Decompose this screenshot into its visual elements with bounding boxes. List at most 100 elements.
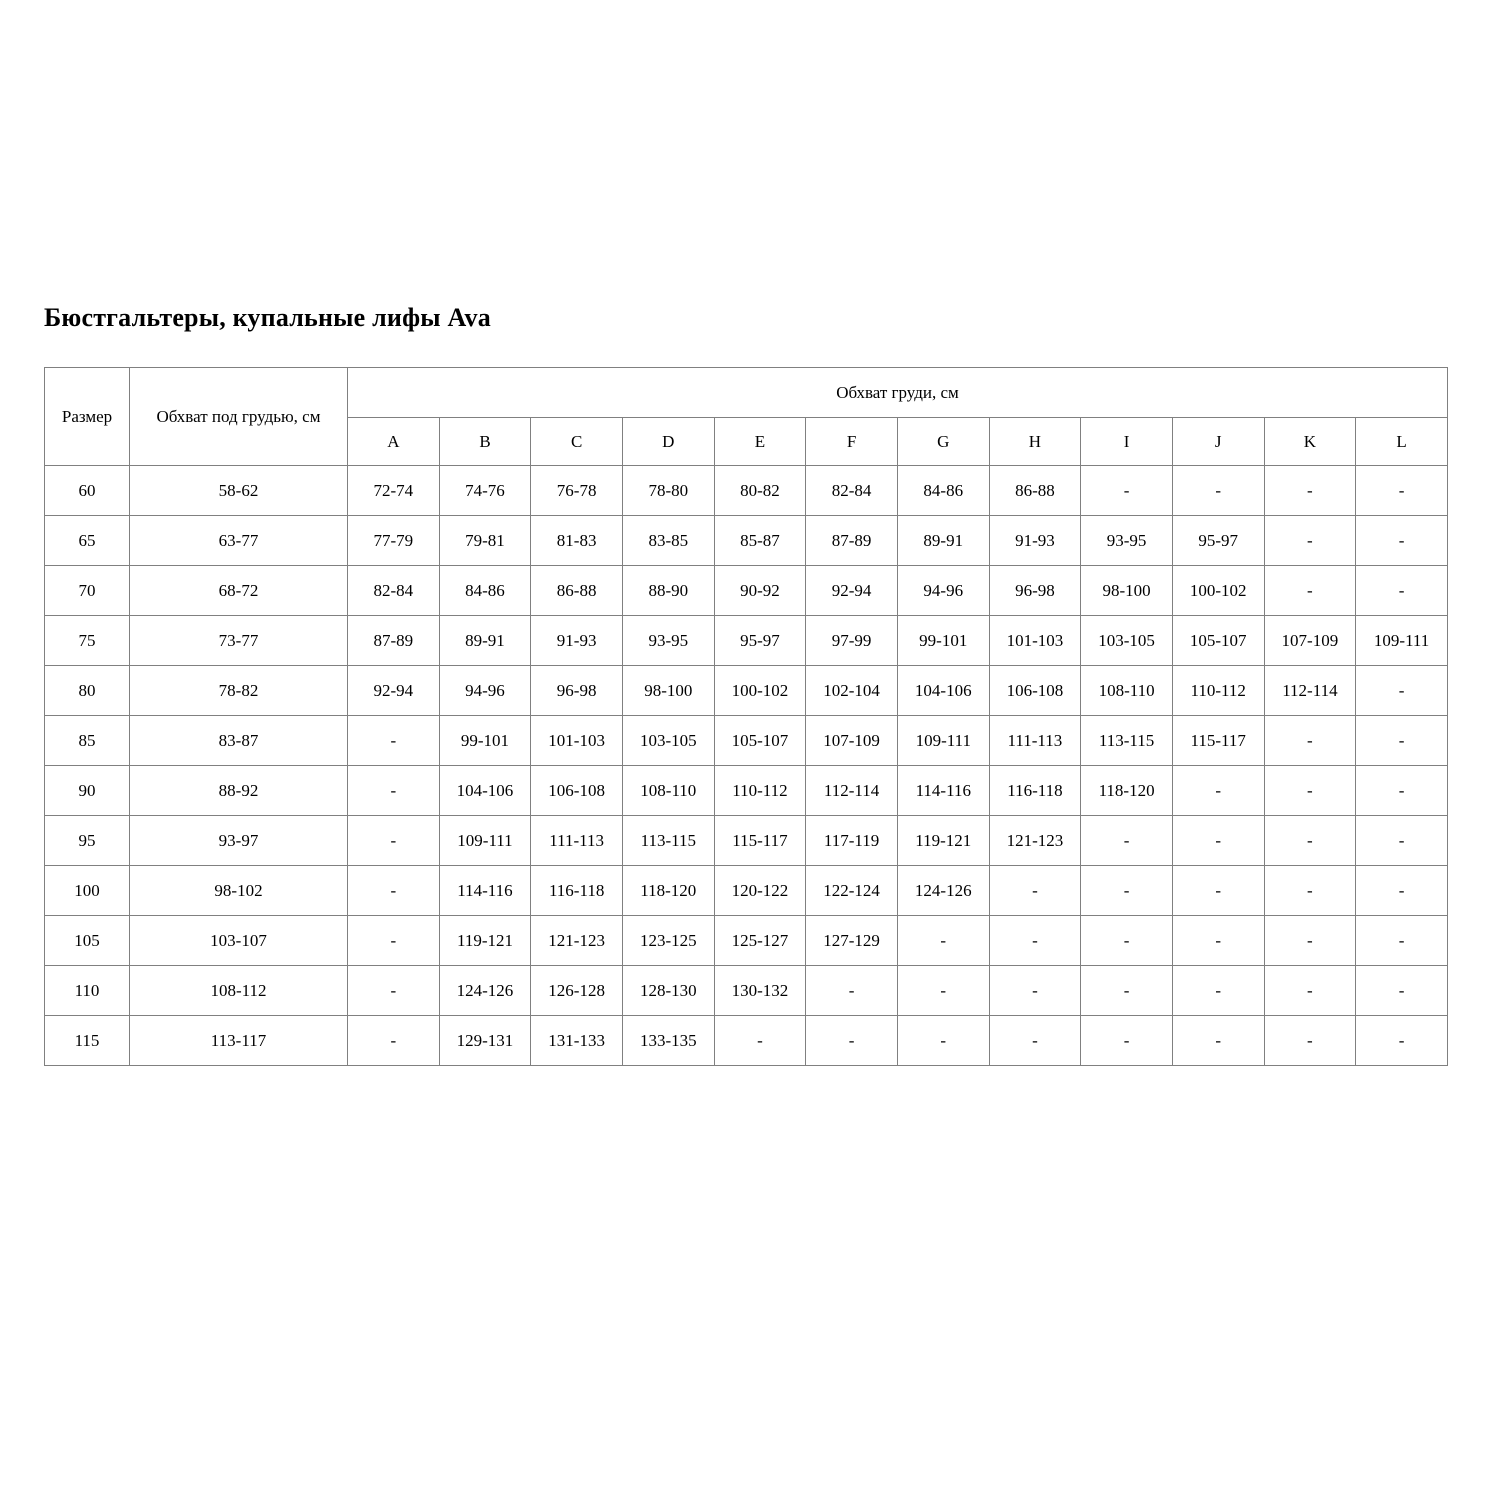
cup-cell: -: [1171, 815, 1265, 866]
table-row: 110 108-112-124-126 126-128 128-130 130-132-…: [44, 965, 1448, 1016]
underbust-cell: 58-62: [129, 465, 348, 516]
col-header-size: Размер: [44, 367, 130, 466]
table-row: 70 68-72 82-84 84-86 86-88 88-90 90-92 92-94 94-…: [44, 565, 1448, 616]
cup-cell: -: [347, 765, 440, 816]
cup-cell: -: [347, 1015, 440, 1066]
cup-cell: 92-94: [347, 665, 440, 716]
cup-cell: 93-95: [621, 615, 715, 666]
cup-cell: 128-130: [621, 965, 715, 1016]
cup-cell: 99-101: [438, 715, 532, 766]
cup-column-header: F: [805, 417, 898, 466]
col-group-header-bust: Обхват груди, см: [347, 367, 1448, 418]
cup-cell: -: [896, 1015, 990, 1066]
cup-cell: -: [1263, 465, 1357, 516]
cup-column-header: K: [1263, 417, 1357, 466]
cup-cell: 114-116: [896, 765, 990, 816]
table-row: 85 83-87-99-101 101-103 103-105 105-107 107-1…: [44, 715, 1448, 766]
cup-cell: 91-93: [988, 515, 1082, 566]
cup-cell: 98-100: [1080, 565, 1173, 616]
cup-cell: 115-117: [1171, 715, 1265, 766]
cup-cell: 119-121: [896, 815, 990, 866]
cup-cell: -: [1171, 865, 1265, 916]
underbust-cell: 68-72: [129, 565, 348, 616]
cup-cell: 96-98: [530, 665, 623, 716]
cup-cell: -: [1080, 1015, 1173, 1066]
cup-cell: 113-115: [621, 815, 715, 866]
col-header-underbust: Обхват под грудью, см: [129, 367, 348, 466]
cup-cell: 120-122: [713, 865, 807, 916]
cup-cell: -: [1355, 465, 1448, 516]
table-row: 65 63-77 77-79 79-81 81-83 83-85 85-87 87-89 89-…: [44, 515, 1448, 566]
cup-cell: 72-74: [347, 465, 440, 516]
cup-cell: 96-98: [988, 565, 1082, 616]
cup-cell: 98-100: [621, 665, 715, 716]
table-row: 115 113-117-129-131 131-133 133-135- - - - - - - -: [44, 1015, 1448, 1066]
cup-cell: 89-91: [896, 515, 990, 566]
cup-cell: -: [1080, 465, 1173, 516]
cup-cell: -: [988, 915, 1082, 966]
cup-cell: 79-81: [438, 515, 532, 566]
cup-cell: 111-113: [988, 715, 1082, 766]
cup-cell: 82-84: [805, 465, 898, 516]
cup-cell: 100-102: [713, 665, 807, 716]
underbust-cell: 113-117: [129, 1015, 348, 1066]
cup-cell: -: [1263, 865, 1357, 916]
table-row: 100 98-102-114-116 116-118 118-120 120-122 12…: [44, 865, 1448, 916]
cup-column-header: I: [1080, 417, 1173, 466]
cup-cell: 122-124: [805, 865, 898, 916]
cup-cell: -: [1080, 865, 1173, 916]
cup-column-header: L: [1355, 417, 1448, 466]
cup-cell: 90-92: [713, 565, 807, 616]
table-header: Размер Обхват под грудью, см Обхват груд…: [44, 367, 1448, 466]
cup-cell: -: [1355, 865, 1448, 916]
cup-cell: 80-82: [713, 465, 807, 516]
cup-cell: 83-85: [621, 515, 715, 566]
size-cell: 100: [44, 865, 130, 916]
cup-cell: 108-110: [621, 765, 715, 816]
cup-cell: 113-115: [1080, 715, 1173, 766]
cup-cell: -: [1355, 715, 1448, 766]
cup-cell: -: [988, 865, 1082, 916]
cup-cell: -: [347, 865, 440, 916]
cup-column-header: C: [530, 417, 623, 466]
cup-cell: -: [1171, 765, 1265, 816]
size-cell: 65: [44, 515, 130, 566]
size-cell: 60: [44, 465, 130, 516]
cup-cell: 108-110: [1080, 665, 1173, 716]
size-cell: 75: [44, 615, 130, 666]
cup-cell: 130-132: [713, 965, 807, 1016]
table-row: 60 58-62 72-74 74-76 76-78 78-80 80-82 82-84 84-…: [44, 465, 1448, 516]
cup-cell: 110-112: [713, 765, 807, 816]
cup-cell: 107-109: [1263, 615, 1357, 666]
cup-cell: 106-108: [530, 765, 623, 816]
table-row: 75 73-77 87-89 89-91 91-93 93-95 95-97 97-99 99-…: [44, 615, 1448, 666]
cup-cell: -: [1263, 915, 1357, 966]
cup-cell: 105-107: [713, 715, 807, 766]
cup-cell: 123-125: [621, 915, 715, 966]
cup-cell: 115-117: [713, 815, 807, 866]
underbust-cell: 78-82: [129, 665, 348, 716]
cup-cell: 100-102: [1171, 565, 1265, 616]
cup-cell: 94-96: [896, 565, 990, 616]
cup-cell: 110-112: [1171, 665, 1265, 716]
cup-cell: 119-121: [438, 915, 532, 966]
cup-cell: -: [347, 715, 440, 766]
size-cell: 85: [44, 715, 130, 766]
cup-column-header: H: [988, 417, 1082, 466]
cup-cell: 133-135: [621, 1015, 715, 1066]
cup-cell: 126-128: [530, 965, 623, 1016]
cup-cell: -: [1171, 465, 1265, 516]
cup-cell: -: [1263, 565, 1357, 616]
table-row: 95 93-97-109-111 111-113 113-115 115-117 117-…: [44, 815, 1448, 866]
cup-cell: 116-118: [988, 765, 1082, 816]
cup-cell: 117-119: [805, 815, 898, 866]
cup-cell: 94-96: [438, 665, 532, 716]
cup-cell: 109-111: [1355, 615, 1448, 666]
size-cell: 105: [44, 915, 130, 966]
cup-cell: -: [1355, 765, 1448, 816]
cup-cell: 111-113: [530, 815, 623, 866]
cup-cell: -: [347, 815, 440, 866]
cup-cell: -: [1263, 1015, 1357, 1066]
cup-column-header: E: [713, 417, 807, 466]
